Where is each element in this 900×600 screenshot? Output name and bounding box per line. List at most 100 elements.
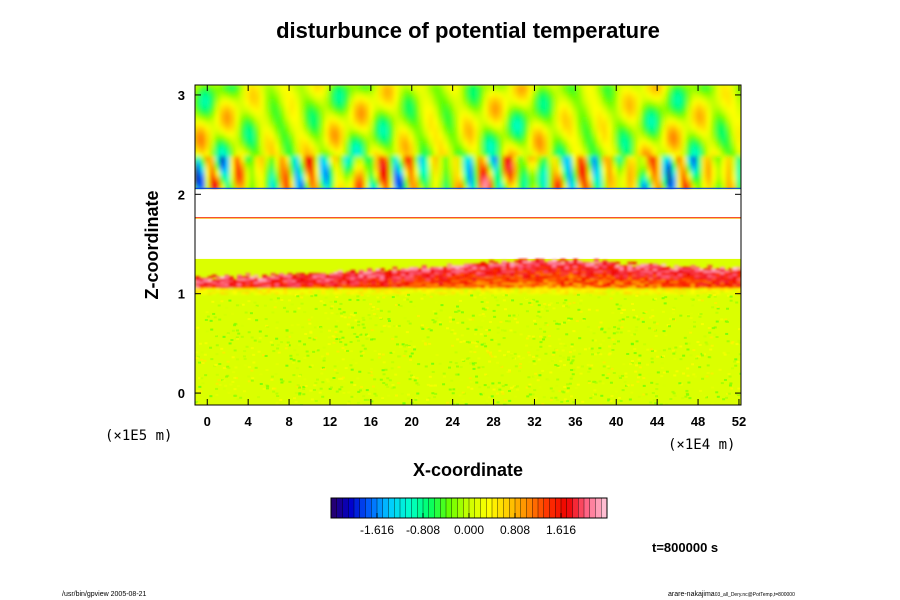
field-cell <box>321 287 326 290</box>
field-cell <box>383 126 390 131</box>
field-cell <box>378 124 385 128</box>
field-cell <box>373 165 380 170</box>
field-cell <box>507 184 514 188</box>
field-cell <box>621 85 628 89</box>
field-cell <box>463 145 469 149</box>
field-cell <box>577 95 583 99</box>
field-cell <box>353 168 360 172</box>
field-cell <box>199 155 206 159</box>
field-cell <box>602 150 608 154</box>
field-cell <box>626 173 633 178</box>
field-cell <box>453 111 459 115</box>
field-cell <box>497 168 504 172</box>
field-cell <box>304 134 310 138</box>
field-cell <box>681 98 688 102</box>
field-cell <box>681 181 688 185</box>
field-cell <box>666 168 673 172</box>
field-cell <box>284 152 291 157</box>
field-cell <box>274 150 281 154</box>
field-cell <box>304 121 310 125</box>
field-cell <box>209 131 216 136</box>
field-cell <box>383 100 390 105</box>
field-cell <box>706 150 713 154</box>
field-cell <box>348 150 355 154</box>
field-cell <box>542 105 549 110</box>
field-cell <box>517 173 524 178</box>
field-cell <box>701 92 708 97</box>
field-cell <box>426 288 431 292</box>
field-cell <box>324 126 330 131</box>
field-cell <box>711 111 717 115</box>
field-cell <box>195 113 201 118</box>
field-cell <box>333 287 339 290</box>
field-cell <box>254 139 261 144</box>
field-cell <box>512 145 519 149</box>
field-cell <box>696 113 703 118</box>
field-cell <box>507 152 514 157</box>
field-cell <box>532 173 539 178</box>
field-cell <box>711 181 717 185</box>
field-cell <box>438 184 444 188</box>
field-cell <box>324 87 330 92</box>
field-cell <box>195 108 201 112</box>
field-cell <box>393 105 400 110</box>
field-cell <box>686 134 693 138</box>
field-cell <box>224 290 230 293</box>
field-cell <box>701 160 708 165</box>
field-cell <box>706 108 713 112</box>
field-cell <box>234 176 241 180</box>
field-cell <box>383 150 390 154</box>
field-cell <box>421 287 427 290</box>
field-cell <box>274 111 281 115</box>
field-cell <box>249 158 256 162</box>
field-cell <box>507 95 514 99</box>
field-cell <box>309 139 315 144</box>
field-cell <box>726 95 732 99</box>
field-cell <box>502 178 509 183</box>
field-cell <box>239 184 246 188</box>
field-cell <box>482 121 489 125</box>
field-cell <box>552 165 559 170</box>
field-cell <box>249 163 256 167</box>
field-cell <box>368 129 375 133</box>
field-cell <box>378 103 385 107</box>
field-cell <box>681 178 688 183</box>
field-cell <box>552 292 557 295</box>
field-cell <box>314 152 320 157</box>
field-cell <box>329 184 335 188</box>
field-cell <box>443 150 449 154</box>
field-cell <box>426 287 431 290</box>
field-cell <box>324 150 330 154</box>
field-cell <box>507 181 514 185</box>
field-cell <box>522 288 528 292</box>
field-cell <box>716 116 722 120</box>
field-cell <box>304 152 310 157</box>
field-cell <box>606 178 613 183</box>
field-cell <box>379 290 385 293</box>
field-cell <box>623 290 629 293</box>
field-cell <box>636 137 643 141</box>
field-cell <box>458 184 464 188</box>
field-cell <box>706 184 713 188</box>
field-cell <box>423 108 430 112</box>
field-cell <box>254 150 261 154</box>
field-cell <box>363 173 370 178</box>
field-cell <box>319 165 325 170</box>
field-cell <box>279 145 286 149</box>
field-cell <box>413 126 420 131</box>
field-cell <box>408 103 415 107</box>
field-cell <box>319 137 325 141</box>
field-cell <box>522 150 529 154</box>
field-cell <box>616 142 623 146</box>
field-cell <box>448 129 454 133</box>
field-cell <box>428 100 435 105</box>
field-cell <box>388 126 395 131</box>
field-cell <box>438 171 444 175</box>
field-cell <box>458 178 464 183</box>
field-cell <box>373 92 380 97</box>
field-cell <box>269 85 276 89</box>
field-cell <box>413 168 420 172</box>
field-cell <box>641 92 648 97</box>
field-cell <box>418 181 425 185</box>
field-cell <box>631 165 638 170</box>
